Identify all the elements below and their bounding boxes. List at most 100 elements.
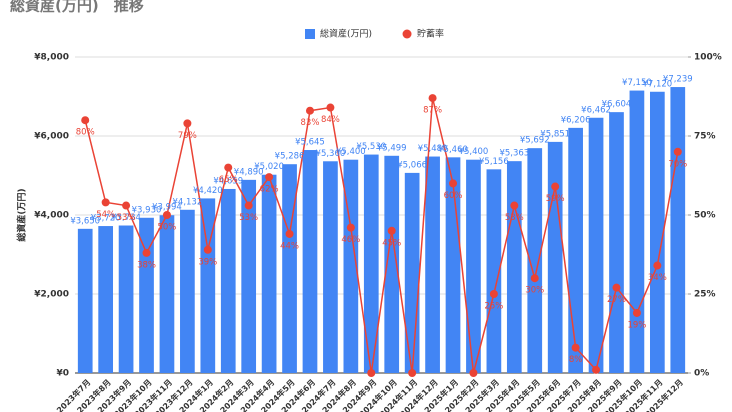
data-label: 19% [627, 320, 646, 330]
bar [568, 127, 583, 373]
y-tick-label: ¥4,000 [34, 211, 69, 221]
point [101, 198, 110, 207]
point [408, 369, 417, 377]
data-label: 70% [668, 159, 687, 169]
data-label: ¥5,360 [316, 149, 346, 159]
bar [404, 172, 420, 373]
point [510, 201, 519, 210]
data-label: ¥5,020 [254, 162, 284, 172]
data-label: ¥5,851 [540, 129, 570, 139]
point [346, 223, 355, 232]
data-label: 38% [137, 260, 156, 270]
data-label: 25% [484, 302, 503, 312]
data-label: ¥5,286 [275, 152, 305, 162]
bar [302, 150, 318, 373]
data-label: 59% [546, 194, 565, 204]
bar [323, 161, 338, 373]
point [367, 369, 376, 377]
data-label: ¥4,659 [213, 176, 243, 186]
bar [629, 90, 645, 373]
data-label: 62% [260, 185, 279, 195]
bar [282, 164, 297, 373]
data-label: 65% [219, 175, 238, 185]
data-label: ¥3,734 [111, 213, 141, 223]
data-label: 54% [96, 210, 115, 220]
y-axis-label: 総資産(万円) [16, 188, 28, 241]
data-label: 27% [607, 295, 626, 305]
point [551, 182, 560, 191]
data-label: ¥3,994 [152, 203, 182, 213]
y-tick-label: ¥8,000 [34, 53, 69, 63]
legend-swatch [402, 29, 412, 39]
data-label: 79% [178, 131, 197, 141]
y-tick-label: ¥0 [56, 369, 69, 379]
point [612, 283, 621, 292]
point [489, 290, 498, 298]
data-label: 80% [76, 128, 95, 138]
data-label: ¥5,530 [356, 142, 386, 152]
point [449, 179, 458, 188]
data-label: ¥5,400 [336, 147, 366, 157]
data-label: ¥5,692 [520, 136, 550, 146]
data-label: ¥6,462 [581, 105, 611, 115]
data-label: ¥5,480 [418, 144, 448, 154]
point [203, 245, 212, 254]
bar [547, 141, 563, 373]
data-label: ¥5,400 [459, 147, 489, 157]
data-label: 53% [239, 213, 258, 223]
point [632, 308, 641, 317]
data-label: 34% [648, 273, 667, 283]
data-label: ¥3,720 [91, 214, 121, 224]
point [387, 226, 396, 235]
data-label: ¥7,150 [622, 78, 652, 88]
bar [98, 226, 114, 373]
chart-title: 総資産(万円) 推移 [10, 0, 144, 15]
bar [77, 228, 93, 373]
point [183, 119, 192, 128]
data-label: ¥5,499 [377, 143, 407, 153]
data-label: ¥6,206 [561, 115, 591, 125]
y2-tick-label: 50% [694, 211, 716, 221]
bar [670, 87, 686, 373]
bar [118, 225, 134, 373]
bar [649, 91, 665, 373]
data-label: 53% [505, 213, 524, 223]
y2-tick-label: 75% [694, 132, 716, 142]
data-label: 46% [341, 235, 360, 245]
data-label: 87% [423, 106, 442, 116]
data-label: 44% [280, 241, 299, 251]
data-label: ¥5,645 [295, 138, 325, 148]
data-label: ¥4,132 [173, 197, 203, 207]
data-label: ¥3,650 [70, 216, 100, 226]
data-label: ¥6,604 [602, 100, 632, 110]
point [653, 261, 662, 270]
bar [466, 159, 481, 373]
data-label: ¥5,066 [397, 160, 427, 170]
y2-tick-label: 25% [694, 290, 716, 300]
point [305, 106, 314, 115]
data-label: ¥5,363 [499, 149, 529, 159]
data-label: ¥4,420 [193, 186, 223, 196]
y-tick-label: ¥2,000 [34, 290, 69, 300]
bar [139, 217, 154, 373]
point [326, 103, 335, 112]
point [592, 365, 601, 374]
data-label: ¥7,239 [663, 75, 693, 85]
point [162, 211, 171, 219]
data-label: 45% [382, 238, 401, 248]
legend-label: 総資産(万円) [320, 28, 372, 40]
point [428, 94, 437, 103]
line [84, 97, 679, 374]
point [673, 147, 682, 156]
point [81, 116, 90, 125]
data-label: 39% [198, 257, 217, 267]
point [530, 274, 539, 283]
data-label: ¥5,460 [438, 145, 468, 155]
data-label: 60% [444, 191, 463, 201]
bar [220, 188, 236, 373]
bar [384, 155, 400, 373]
bar [588, 117, 604, 373]
data-label: 8% [569, 355, 583, 365]
data-label: 53% [117, 213, 136, 223]
